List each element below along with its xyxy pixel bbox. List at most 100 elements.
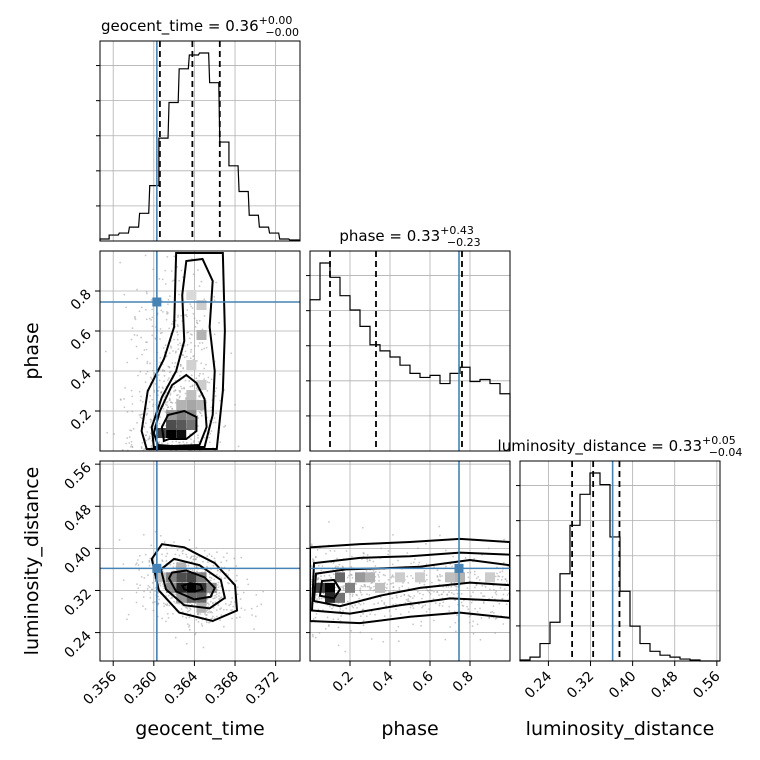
scatter-point xyxy=(346,600,349,603)
scatter-point xyxy=(176,371,179,374)
scatter-point xyxy=(466,605,468,608)
scatter-point xyxy=(164,603,167,606)
scatter-point xyxy=(444,549,447,552)
x-axis-label-geocent_time: geocent_time xyxy=(135,718,264,740)
density-cell xyxy=(176,562,187,573)
scatter-point xyxy=(126,437,129,439)
scatter-point xyxy=(153,391,156,393)
scatter-point xyxy=(160,309,163,312)
contour-level-1 xyxy=(180,582,204,593)
title-main: geocent_time = 0.36 xyxy=(101,17,259,36)
scatter-point xyxy=(456,592,459,595)
scatter-point xyxy=(162,583,164,585)
scatter-point xyxy=(467,608,470,611)
scatter-point xyxy=(190,351,192,353)
scatter-point xyxy=(349,593,351,596)
density-cell xyxy=(196,330,207,340)
scatter-point xyxy=(144,381,147,384)
scatter-point xyxy=(382,640,385,643)
scatter-point xyxy=(420,620,423,623)
scatter-point xyxy=(237,445,240,448)
scatter-point xyxy=(172,350,174,352)
scatter-point xyxy=(168,604,171,607)
scatter-point xyxy=(448,610,451,612)
scatter-point xyxy=(260,603,263,606)
scatter-point xyxy=(234,403,236,406)
scatter-point xyxy=(468,610,471,613)
scatter-point xyxy=(365,570,368,572)
panel-content xyxy=(118,530,265,649)
scatter-point xyxy=(391,563,394,566)
density-cell xyxy=(166,420,177,430)
scatter-point xyxy=(448,605,451,608)
scatter-point xyxy=(366,560,369,563)
scatter-point xyxy=(318,597,321,600)
scatter-point xyxy=(348,574,350,577)
scatter-point xyxy=(186,556,188,558)
scatter-point xyxy=(185,313,188,316)
scatter-point xyxy=(211,617,214,620)
scatter-point xyxy=(312,559,315,561)
scatter-point xyxy=(372,570,375,572)
scatter-point xyxy=(328,605,331,608)
scatter-point xyxy=(392,603,395,606)
scatter-point xyxy=(148,564,151,567)
scatter-point xyxy=(135,591,138,594)
scatter-point xyxy=(429,593,432,595)
scatter-point xyxy=(236,593,239,596)
scatter-point xyxy=(407,581,410,584)
scatter-point xyxy=(337,644,340,647)
scatter-point xyxy=(498,602,501,605)
scatter-point xyxy=(200,409,203,412)
scatter-point xyxy=(169,405,172,408)
scatter-point xyxy=(140,575,143,578)
scatter-point xyxy=(239,598,242,600)
scatter-point xyxy=(198,395,201,398)
scatter-point xyxy=(151,369,154,372)
scatter-point xyxy=(139,584,142,587)
scatter-point xyxy=(196,360,198,362)
scatter-point xyxy=(321,565,324,567)
density-cell xyxy=(176,592,187,603)
scatter-point xyxy=(501,570,504,573)
scatter-point xyxy=(483,595,486,598)
scatter-point xyxy=(162,602,165,605)
scatter-point xyxy=(438,525,441,528)
panel-phase-vs-luminosity_distance xyxy=(309,460,511,662)
scatter-point xyxy=(200,623,203,625)
density-cell xyxy=(196,400,207,410)
scatter-point xyxy=(181,615,184,618)
scatter-point xyxy=(378,579,380,582)
scatter-point xyxy=(177,393,179,396)
scatter-point xyxy=(216,569,219,572)
y-tick-label: 0.6 xyxy=(68,326,95,353)
scatter-point xyxy=(175,398,178,401)
scatter-point xyxy=(340,586,343,588)
scatter-point xyxy=(228,582,230,585)
scatter-point xyxy=(225,559,228,562)
scatter-point xyxy=(384,590,387,592)
scatter-point xyxy=(178,389,181,392)
scatter-point xyxy=(215,387,218,390)
scatter-point xyxy=(135,345,138,348)
panel-frame xyxy=(99,250,301,452)
scatter-point xyxy=(350,565,353,568)
scatter-point xyxy=(170,323,173,325)
scatter-point xyxy=(312,635,314,638)
density-cell xyxy=(176,572,187,583)
scatter-point xyxy=(413,595,416,597)
scatter-point xyxy=(146,587,149,590)
scatter-point xyxy=(130,389,133,392)
scatter-point xyxy=(152,403,155,406)
density-cell xyxy=(176,420,187,430)
scatter-point xyxy=(144,422,147,425)
scatter-point xyxy=(149,426,152,429)
scatter-point xyxy=(384,574,386,577)
scatter-point xyxy=(345,607,348,610)
scatter-point xyxy=(148,401,151,403)
scatter-point xyxy=(392,576,395,578)
contour-level-2 xyxy=(152,373,208,448)
scatter-point xyxy=(488,616,491,619)
scatter-point xyxy=(417,547,419,550)
scatter-point xyxy=(147,574,149,576)
